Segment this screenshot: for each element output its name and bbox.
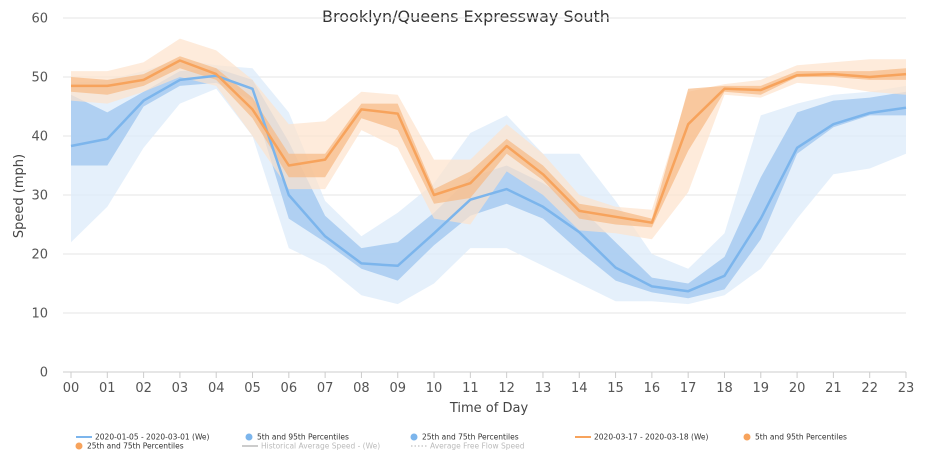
x-tick-label: 03 xyxy=(172,381,189,396)
legend-label: Historical Average Speed - (We) xyxy=(261,442,380,451)
x-tick-label: 16 xyxy=(644,381,661,396)
legend-label: Average Free Flow Speed xyxy=(430,442,525,451)
y-tick-label: 20 xyxy=(31,248,48,263)
event-band-inner-area xyxy=(71,56,906,228)
y-tick-label: 50 xyxy=(31,71,48,86)
y-tick-label: 0 xyxy=(40,366,48,381)
event-median-line xyxy=(71,59,907,224)
x-tick-label: 05 xyxy=(244,381,261,396)
chart-title: Brooklyn/Queens Expressway South xyxy=(322,7,610,26)
legend-item[interactable]: 2020-01-05 - 2020-03-01 (We) xyxy=(76,433,210,442)
x-tick-label: 13 xyxy=(535,381,552,396)
x-tick-label: 10 xyxy=(426,381,443,396)
y-tick-label: 30 xyxy=(31,189,48,204)
x-tick-label: 17 xyxy=(680,381,697,396)
x-tick-label: 07 xyxy=(317,381,334,396)
x-tick-label: 18 xyxy=(716,381,733,396)
legend-item[interactable]: 25th and 75th Percentiles xyxy=(75,442,184,451)
legend-item[interactable]: Average Free Flow Speed xyxy=(411,442,525,451)
y-tick-label: 40 xyxy=(31,130,48,145)
y-tick-label: 60 xyxy=(31,12,48,27)
x-tick-label: 04 xyxy=(208,381,225,396)
event-band-outer-area xyxy=(71,38,906,240)
x-tick-label: 01 xyxy=(99,381,116,396)
legend-label: 2020-01-05 - 2020-03-01 (We) xyxy=(95,433,210,442)
legend-item[interactable]: 5th and 95th Percentiles xyxy=(743,433,847,442)
legend-label: 25th and 75th Percentiles xyxy=(87,442,184,451)
legend-item[interactable]: 25th and 75th Percentiles xyxy=(410,433,519,442)
x-axis-ticks: 00 01 02 03 04 05 06 07 08 09 10 11 12 13 14 15 16 17 18 19… xyxy=(63,372,915,396)
legend-dot-symbol xyxy=(410,433,418,441)
legend-label: 5th and 95th Percentiles xyxy=(257,433,349,442)
legend-dot-symbol xyxy=(245,433,253,441)
legend-label: 5th and 95th Percentiles xyxy=(755,433,847,442)
baseline-median-line xyxy=(70,74,907,293)
percentile-bands xyxy=(71,38,906,305)
legend-item[interactable]: 2020-03-17 - 2020-03-18 (We) xyxy=(575,433,709,442)
x-tick-label: 06 xyxy=(281,381,298,396)
x-tick-label: 19 xyxy=(753,381,770,396)
x-axis-title: Time of Day xyxy=(449,401,529,416)
x-tick-label: 14 xyxy=(571,381,588,396)
y-tick-label: 10 xyxy=(31,307,48,322)
x-tick-label: 09 xyxy=(389,381,406,396)
x-tick-label: 23 xyxy=(898,381,915,396)
legend-dot-symbol xyxy=(75,442,83,450)
x-tick-label: 12 xyxy=(498,381,515,396)
x-tick-label: 15 xyxy=(607,381,624,396)
x-tick-label: 08 xyxy=(353,381,370,396)
x-tick-label: 00 xyxy=(63,381,80,396)
legend-item[interactable]: Historical Average Speed - (We) xyxy=(242,442,380,451)
x-tick-label: 20 xyxy=(789,381,806,396)
legend-item[interactable]: 5th and 95th Percentiles xyxy=(245,433,349,442)
median-lines xyxy=(70,59,907,293)
legend-label: 2020-03-17 - 2020-03-18 (We) xyxy=(594,433,709,442)
x-tick-label: 02 xyxy=(135,381,152,396)
chart-legend: 2020-01-05 - 2020-03-01 (We) 5th and 95th… xyxy=(75,433,847,451)
x-tick-label: 21 xyxy=(825,381,842,396)
x-tick-label: 22 xyxy=(861,381,878,396)
legend-dot-symbol xyxy=(743,433,751,441)
x-tick-label: 11 xyxy=(462,381,479,396)
legend-label: 25th and 75th Percentiles xyxy=(422,433,519,442)
y-axis-ticks: 0 10 20 30 40 50 60 xyxy=(31,12,48,381)
y-axis-title: Speed (mph) xyxy=(12,154,27,238)
